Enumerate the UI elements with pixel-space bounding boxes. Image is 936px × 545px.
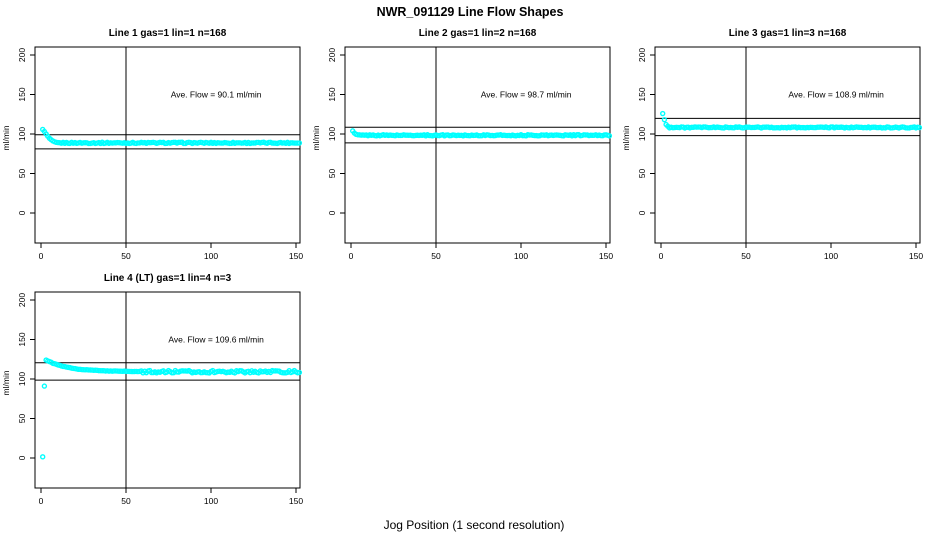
x-tick-label: 100 [824, 251, 838, 261]
data-point [606, 133, 613, 139]
x-tick-label: 0 [39, 496, 44, 506]
plot-title: Line 3 gas=1 lin=3 n=168 [729, 28, 847, 39]
y-tick-label: 150 [327, 87, 337, 101]
y-tick-label: 0 [327, 210, 337, 215]
outlier-point [39, 454, 46, 460]
x-tick-label: 100 [204, 496, 218, 506]
y-tick-label: 100 [637, 127, 647, 141]
plot-panel: Line 2 gas=1 lin=2 n=168 0 50 100 150 0 50 100 1… [311, 28, 613, 261]
plot-box [654, 46, 921, 244]
y-tick-label: 0 [637, 210, 647, 215]
plot-title: Line 4 (LT) gas=1 lin=4 n=3 [104, 273, 232, 284]
y-tick-label: 150 [17, 87, 27, 101]
x-tick-label: 50 [431, 251, 441, 261]
x-tick-label: 150 [289, 251, 303, 261]
ave-flow-annotation: Ave. Flow = 108.9 ml/min [788, 90, 884, 100]
plot-panel: Line 1 gas=1 lin=1 n=168 0 50 100 150 0 50 100 1… [1, 28, 303, 261]
ave-flow-annotation: Ave. Flow = 90.1 ml/min [171, 90, 262, 100]
data-point [916, 124, 923, 131]
y-tick-label: 100 [17, 372, 27, 386]
y-tick-label: 150 [17, 332, 27, 346]
y-tick-label: 50 [17, 414, 27, 424]
y-tick-label: 100 [327, 127, 337, 141]
data-point [296, 369, 303, 376]
x-tick-label: 0 [349, 251, 354, 261]
ave-flow-annotation: Ave. Flow = 98.7 ml/min [481, 90, 572, 100]
x-tick-label: 100 [204, 251, 218, 261]
y-tick-label: 0 [17, 210, 27, 215]
data-point [661, 116, 668, 123]
x-tick-label: 150 [599, 251, 613, 261]
x-tick-label: 0 [39, 251, 44, 261]
plot-panel: Line 4 (LT) gas=1 lin=4 n=3 0 50 100 150 0 50 1… [1, 273, 303, 506]
y-tick-label: 50 [17, 169, 27, 179]
x-tick-label: 0 [659, 251, 664, 261]
y-tick-label: 50 [327, 169, 337, 179]
y-axis-unit-label: ml/min [621, 125, 631, 150]
x-axis-label: Jog Position (1 second resolution) [384, 518, 565, 532]
plot-box [344, 46, 611, 244]
y-tick-label: 200 [17, 48, 27, 62]
outlier-point [41, 383, 48, 389]
y-tick-label: 50 [637, 169, 647, 179]
ave-flow-annotation: Ave. Flow = 109.6 ml/min [168, 335, 264, 345]
y-tick-label: 200 [637, 48, 647, 62]
y-tick-label: 200 [327, 48, 337, 62]
plot-title: Line 2 gas=1 lin=2 n=168 [419, 28, 537, 39]
plot-panel: Line 3 gas=1 lin=3 n=168 0 50 100 150 0 50 100 1… [621, 28, 923, 261]
data-point [659, 110, 666, 117]
x-tick-label: 50 [121, 496, 131, 506]
y-axis-unit-label: ml/min [1, 125, 11, 150]
chart-title: NWR_091129 Line Flow Shapes [377, 5, 564, 19]
plots-group: Line 1 gas=1 lin=1 n=168 0 50 100 150 0 50 100 1… [1, 28, 923, 506]
x-tick-label: 50 [741, 251, 751, 261]
x-tick-label: 150 [289, 496, 303, 506]
y-tick-label: 0 [17, 455, 27, 460]
plot-box [34, 291, 301, 489]
data-point [296, 140, 303, 146]
y-axis-unit-label: ml/min [311, 125, 321, 150]
x-tick-label: 150 [909, 251, 923, 261]
y-tick-label: 150 [637, 87, 647, 101]
y-tick-label: 100 [17, 127, 27, 141]
x-tick-label: 50 [121, 251, 131, 261]
y-tick-label: 200 [17, 293, 27, 307]
y-axis-unit-label: ml/min [1, 370, 11, 395]
x-tick-label: 100 [514, 251, 528, 261]
plot-title: Line 1 gas=1 lin=1 n=168 [109, 28, 227, 39]
